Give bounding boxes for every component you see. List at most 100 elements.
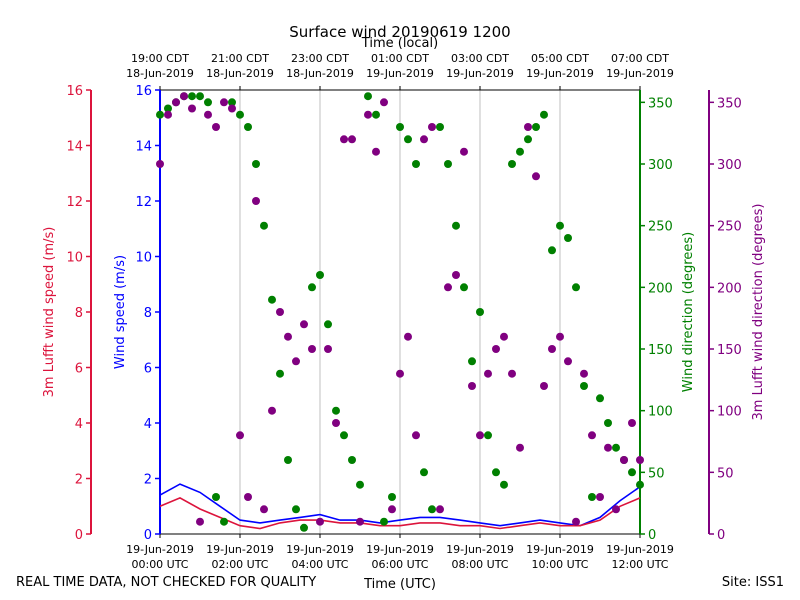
lufft-dir-axis-label: 3m Lufft wind direction (degrees) — [751, 204, 766, 421]
data-point — [436, 123, 444, 131]
data-point — [300, 523, 308, 532]
lufft-dir-axis-tick-label: 350 — [717, 96, 742, 111]
data-point — [468, 357, 476, 366]
data-point — [532, 172, 540, 181]
top-tick-label-date: 18-Jun-2019 — [126, 67, 194, 80]
data-point — [548, 246, 556, 255]
wind-speed-axis-tick-label: 10 — [135, 251, 152, 266]
data-point — [524, 123, 532, 131]
data-point — [172, 98, 180, 107]
data-point — [428, 123, 436, 131]
lufft-dir-axis-tick-label: 200 — [717, 281, 742, 296]
data-point — [524, 135, 532, 144]
top-tick-label-time: 21:00 CDT — [211, 52, 269, 65]
data-point — [484, 369, 492, 378]
data-point — [228, 104, 236, 113]
data-point — [204, 98, 212, 107]
lufft-dir-axis-tick-label: 50 — [717, 466, 734, 481]
x-tick-label-time: 12:00 UTC — [611, 558, 668, 571]
data-point — [188, 92, 196, 101]
data-point — [284, 456, 292, 464]
data-point — [412, 160, 420, 168]
top-tick-label-date: 19-Jun-2019 — [446, 67, 514, 80]
data-point — [540, 382, 548, 390]
data-point — [468, 382, 476, 390]
data-point — [420, 135, 428, 144]
data-point — [516, 443, 524, 452]
lufft-dir-axis-tick-label: 150 — [717, 343, 742, 358]
data-point — [444, 283, 452, 292]
data-point — [316, 271, 324, 279]
data-point — [596, 493, 604, 501]
lufft-speed-axis-tick-label: 0 — [75, 528, 83, 543]
lufft-speed-axis-tick-label: 8 — [75, 306, 83, 321]
data-point — [236, 110, 244, 119]
data-point — [356, 480, 364, 489]
data-point — [324, 320, 332, 329]
top-tick-label-time: 01:00 CDT — [371, 52, 429, 65]
top-tick-label-date: 19-Jun-2019 — [366, 67, 434, 80]
data-point — [412, 431, 420, 440]
top-tick-label-time: 03:00 CDT — [451, 52, 509, 65]
data-point — [588, 493, 596, 501]
data-point — [612, 443, 620, 452]
data-point — [268, 406, 276, 415]
data-point — [620, 456, 628, 464]
data-point — [476, 308, 484, 316]
data-point — [340, 431, 348, 440]
data-point — [204, 110, 212, 119]
data-point — [580, 382, 588, 390]
quality-disclaimer: REAL TIME DATA, NOT CHECKED FOR QUALITY — [16, 575, 317, 590]
wind-speed-axis-tick-label: 4 — [144, 417, 152, 432]
data-point — [628, 468, 636, 477]
top-tick-label-time: 07:00 CDT — [611, 52, 669, 65]
wind-dir-axis-tick-label: 50 — [648, 466, 665, 481]
data-point — [260, 505, 268, 514]
data-point — [252, 197, 260, 205]
data-point — [332, 419, 340, 427]
data-point — [556, 332, 564, 341]
data-point — [276, 308, 284, 316]
x-tick-label-time: 08:00 UTC — [451, 558, 508, 571]
data-point — [580, 369, 588, 378]
x-tick-label-date: 19-Jun-2019 — [446, 543, 514, 556]
lufft-speed-axis-tick-label: 2 — [75, 473, 83, 488]
data-point — [596, 394, 604, 403]
x-tick-label-date: 19-Jun-2019 — [526, 543, 594, 556]
data-point — [444, 160, 452, 168]
wind-dir-axis-tick-label: 200 — [648, 281, 673, 296]
data-point — [340, 135, 348, 144]
data-point — [564, 234, 572, 242]
data-point — [260, 221, 268, 230]
x-tick-label-date: 19-Jun-2019 — [606, 543, 674, 556]
data-point — [532, 123, 540, 131]
data-point — [348, 135, 356, 144]
data-point — [364, 92, 372, 101]
series-line — [159, 483, 641, 527]
top-tick-label-date: 18-Jun-2019 — [206, 67, 274, 80]
series-line — [159, 497, 641, 530]
data-point — [508, 369, 516, 378]
data-point — [236, 431, 244, 440]
data-point — [308, 283, 316, 292]
data-point — [332, 406, 340, 415]
wind-speed-axis-tick-label: 2 — [144, 473, 152, 488]
wind-dir-axis-label: Wind direction (degrees) — [681, 232, 696, 392]
data-point — [284, 332, 292, 341]
wind-dir-axis-tick-label: 0 — [648, 528, 656, 543]
data-point — [228, 98, 236, 107]
data-point — [316, 517, 324, 526]
x-tick-label-time: 02:00 UTC — [211, 558, 268, 571]
data-point — [404, 135, 412, 144]
data-point — [460, 147, 468, 156]
data-point — [380, 98, 388, 107]
data-point — [164, 104, 172, 113]
x-tick-label-date: 19-Jun-2019 — [366, 543, 434, 556]
wind-speed-axis-tick-label: 12 — [135, 195, 152, 210]
data-point — [572, 517, 580, 526]
data-point — [548, 345, 556, 353]
lufft-dir-axis-tick-label: 0 — [717, 528, 725, 543]
lufft-speed-axis-tick-label: 10 — [66, 251, 83, 266]
lufft-dir-axis-tick-label: 300 — [717, 158, 742, 173]
